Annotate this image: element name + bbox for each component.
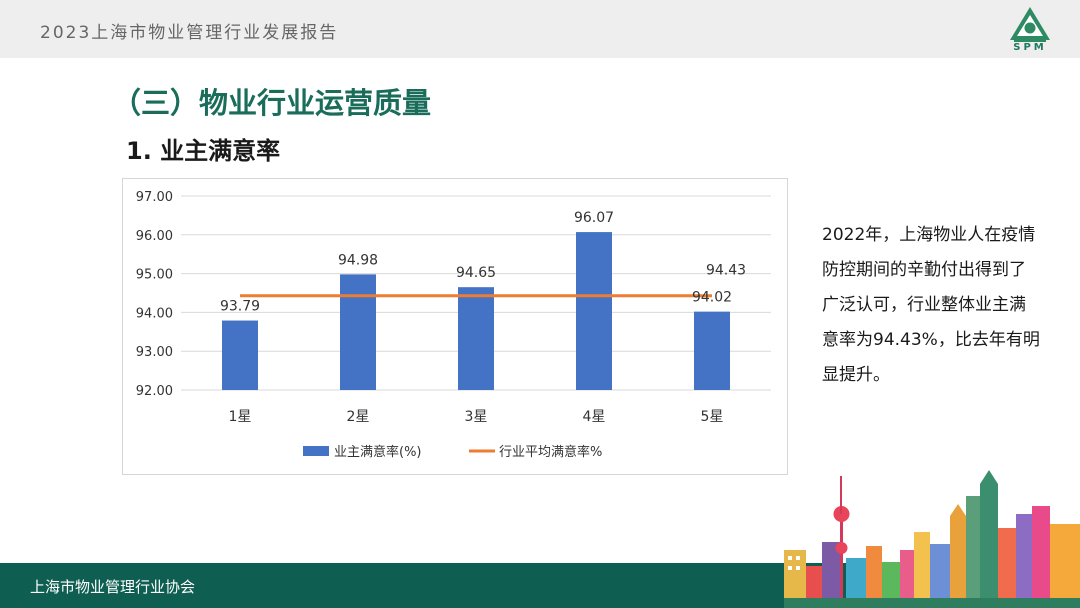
spm-logo: SPM [1004, 4, 1056, 58]
header-bar: 2023上海市物业管理行业发展报告 SPM [0, 0, 1080, 58]
legend-line-label: 行业平均满意率% [499, 444, 602, 460]
chart-subtitle: 1. 业主满意率 [126, 137, 281, 165]
y-tick-label: 93.00 [136, 345, 173, 360]
chart-canvas: 97.00 96.00 95.00 94.00 93.00 92.00 93.79 94.98… [136, 190, 771, 460]
average-line-label: 94.43 [706, 263, 746, 279]
logo-text: SPM [1013, 42, 1047, 53]
bar-data-label: 94.98 [338, 252, 378, 268]
bar [222, 320, 258, 390]
bar-data-label: 94.02 [692, 290, 732, 306]
legend-bar-label: 业主满意率(%) [334, 444, 422, 460]
x-tick-label: 5星 [701, 409, 724, 425]
footer-org-name: 上海市物业管理行业协会 [30, 578, 196, 596]
bar-data-label: 96.07 [574, 210, 614, 226]
legend-bar-swatch [303, 446, 329, 456]
bar-data-label: 93.79 [220, 299, 260, 315]
spm-logo-icon [1010, 7, 1050, 42]
y-tick-label: 92.00 [136, 384, 173, 399]
bar [340, 274, 376, 390]
satisfaction-chart: 97.00 96.00 95.00 94.00 93.00 92.00 93.79 94.98… [122, 178, 788, 475]
city-skyline-illustration [784, 470, 1080, 608]
bar [694, 311, 730, 390]
description-text: 2022年，上海物业人在疫情防控期间的辛勤付出得到了广泛认可，行业整体业主满意率… [822, 225, 1040, 385]
y-tick-label: 95.00 [136, 268, 173, 283]
x-tick-label: 3星 [465, 409, 488, 425]
bar [576, 232, 612, 390]
section-title: （三）物业行业运营质量 [112, 86, 432, 120]
bar [458, 287, 494, 390]
y-tick-label: 97.00 [136, 190, 173, 205]
y-tick-label: 96.00 [136, 229, 173, 244]
y-tick-label: 94.00 [136, 306, 173, 321]
report-title: 2023上海市物业管理行业发展报告 [40, 23, 339, 43]
x-tick-label: 4星 [583, 409, 606, 425]
x-tick-label: 1星 [229, 409, 252, 425]
bar-data-label: 94.65 [456, 265, 496, 281]
x-tick-label: 2星 [347, 409, 370, 425]
